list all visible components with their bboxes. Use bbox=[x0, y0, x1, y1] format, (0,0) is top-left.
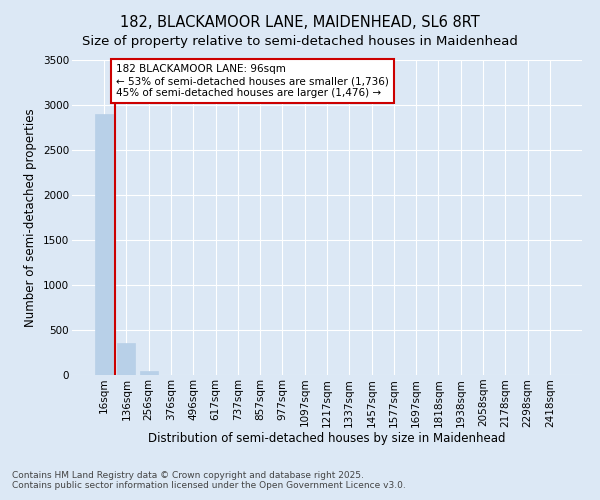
X-axis label: Distribution of semi-detached houses by size in Maidenhead: Distribution of semi-detached houses by … bbox=[148, 432, 506, 445]
Text: 182 BLACKAMOOR LANE: 96sqm
← 53% of semi-detached houses are smaller (1,736)
45%: 182 BLACKAMOOR LANE: 96sqm ← 53% of semi… bbox=[116, 64, 389, 98]
Text: Size of property relative to semi-detached houses in Maidenhead: Size of property relative to semi-detach… bbox=[82, 35, 518, 48]
Bar bbox=[140, 372, 158, 375]
Bar bbox=[118, 342, 136, 375]
Text: 182, BLACKAMOOR LANE, MAIDENHEAD, SL6 8RT: 182, BLACKAMOOR LANE, MAIDENHEAD, SL6 8R… bbox=[120, 15, 480, 30]
Y-axis label: Number of semi-detached properties: Number of semi-detached properties bbox=[25, 108, 37, 327]
Bar bbox=[95, 114, 113, 375]
Text: Contains HM Land Registry data © Crown copyright and database right 2025.
Contai: Contains HM Land Registry data © Crown c… bbox=[12, 470, 406, 490]
